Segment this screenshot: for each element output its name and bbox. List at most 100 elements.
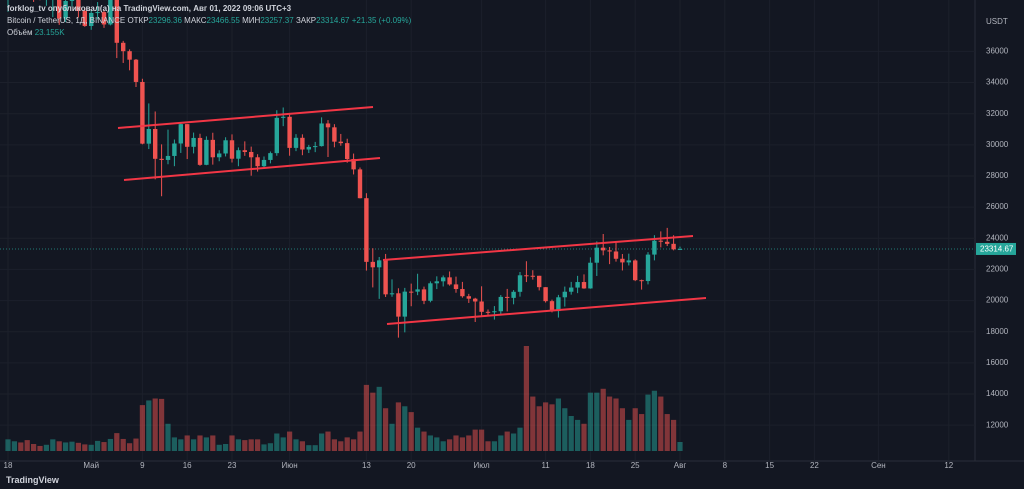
candle-body bbox=[575, 282, 580, 288]
candle-body bbox=[204, 139, 209, 165]
candle-body bbox=[191, 137, 196, 147]
y-tick-label: 22000 bbox=[986, 265, 1009, 274]
volume-bar bbox=[491, 441, 497, 451]
candle-body bbox=[473, 298, 478, 302]
candle-body bbox=[460, 289, 465, 297]
y-tick-label: 18000 bbox=[986, 327, 1009, 336]
ohlc-label: МАКС bbox=[184, 16, 207, 25]
volume-bar bbox=[671, 419, 677, 451]
candle-body bbox=[351, 158, 356, 170]
volume-bar bbox=[216, 444, 222, 451]
candle-body bbox=[287, 116, 292, 148]
candle-body bbox=[377, 260, 382, 268]
candle-body bbox=[441, 277, 446, 282]
volume-bar bbox=[274, 433, 280, 451]
volume-bar bbox=[50, 439, 56, 451]
y-tick-label: 14000 bbox=[986, 389, 1009, 398]
candle-body bbox=[409, 291, 414, 293]
x-tick-label: 9 bbox=[140, 461, 145, 470]
volume-value: 23.155K bbox=[34, 28, 65, 37]
x-tick-label: 22 bbox=[810, 461, 819, 470]
publisher-line: forklog_tv опубликовал(а) на TradingView… bbox=[7, 4, 292, 13]
volume-bar bbox=[549, 404, 555, 451]
candle-body bbox=[389, 293, 395, 295]
last-price-tag bbox=[976, 242, 1016, 255]
last-price-label: 23314.67 bbox=[980, 245, 1014, 254]
x-tick-label: Май bbox=[83, 461, 99, 470]
x-tick-label: 12 bbox=[944, 461, 953, 470]
candle-body bbox=[601, 247, 606, 251]
ohlc-value: 23296.36 bbox=[148, 16, 182, 25]
candle-body bbox=[229, 140, 235, 159]
volume-bar bbox=[370, 392, 376, 451]
volume-bar bbox=[511, 433, 517, 451]
candle-body bbox=[607, 250, 612, 252]
volume-bar bbox=[459, 437, 465, 451]
volume-bar bbox=[242, 440, 248, 451]
candle-body bbox=[114, 0, 119, 43]
candle-body bbox=[210, 139, 215, 158]
volume-bar bbox=[498, 435, 504, 451]
y-tick-label: 20000 bbox=[986, 296, 1009, 305]
x-tick-label: Июл bbox=[473, 461, 490, 470]
x-tick-label: 13 bbox=[362, 461, 371, 470]
currency-label: USDT bbox=[986, 17, 1008, 26]
volume-bar bbox=[11, 441, 17, 451]
candle-body bbox=[415, 289, 420, 292]
candle-body bbox=[652, 240, 657, 255]
candle-body bbox=[485, 311, 491, 313]
y-tick-label: 26000 bbox=[986, 202, 1009, 211]
volume-bar bbox=[357, 431, 363, 451]
volume-bar bbox=[63, 442, 69, 451]
candle-body bbox=[306, 146, 311, 150]
volume-bar bbox=[338, 441, 344, 451]
volume-bar bbox=[152, 398, 158, 451]
candle-body bbox=[505, 296, 510, 298]
y-tick-label: 16000 bbox=[986, 358, 1009, 367]
volume-bar bbox=[658, 396, 664, 451]
volume-bar bbox=[255, 439, 261, 451]
trendline bbox=[117, 106, 374, 129]
x-tick-label: Сен bbox=[871, 461, 886, 470]
candle-body bbox=[492, 311, 497, 313]
volume-bar bbox=[223, 444, 229, 451]
trendline bbox=[123, 157, 381, 181]
volume-bar bbox=[159, 398, 165, 451]
candle-body bbox=[197, 137, 203, 165]
candle-body bbox=[255, 157, 260, 167]
x-tick-label: Авг bbox=[674, 461, 687, 470]
candle-body bbox=[402, 291, 407, 317]
volume-bar bbox=[56, 441, 62, 451]
candle-body bbox=[588, 262, 593, 289]
candle-body bbox=[537, 275, 542, 288]
volume-bar bbox=[447, 439, 453, 451]
volume-bar bbox=[101, 442, 107, 451]
volume-bar bbox=[82, 444, 88, 451]
volume-bar bbox=[293, 439, 299, 451]
volume-bar bbox=[120, 438, 126, 451]
candle-body bbox=[569, 287, 574, 292]
candle-body bbox=[633, 260, 638, 281]
volume-bar bbox=[75, 442, 81, 451]
candle-body bbox=[517, 275, 523, 292]
candle-body bbox=[57, 0, 62, 19]
y-tick-label: 28000 bbox=[986, 171, 1009, 180]
candle-body bbox=[185, 124, 190, 147]
volume-bar bbox=[127, 443, 133, 451]
volume-bar bbox=[229, 435, 235, 451]
volume-bar bbox=[363, 384, 369, 451]
candle-body bbox=[153, 128, 158, 159]
candle-body bbox=[146, 128, 151, 144]
candle-body bbox=[562, 291, 567, 298]
brand: TradingView bbox=[6, 475, 59, 485]
volume-bar bbox=[677, 441, 683, 451]
volume-bar bbox=[517, 427, 523, 451]
volume-bar bbox=[210, 435, 216, 451]
candle-body bbox=[261, 159, 267, 167]
volume-bar bbox=[344, 437, 350, 451]
x-tick-label: 16 bbox=[183, 461, 192, 470]
candle-body bbox=[165, 155, 171, 160]
candle-body bbox=[645, 254, 651, 282]
